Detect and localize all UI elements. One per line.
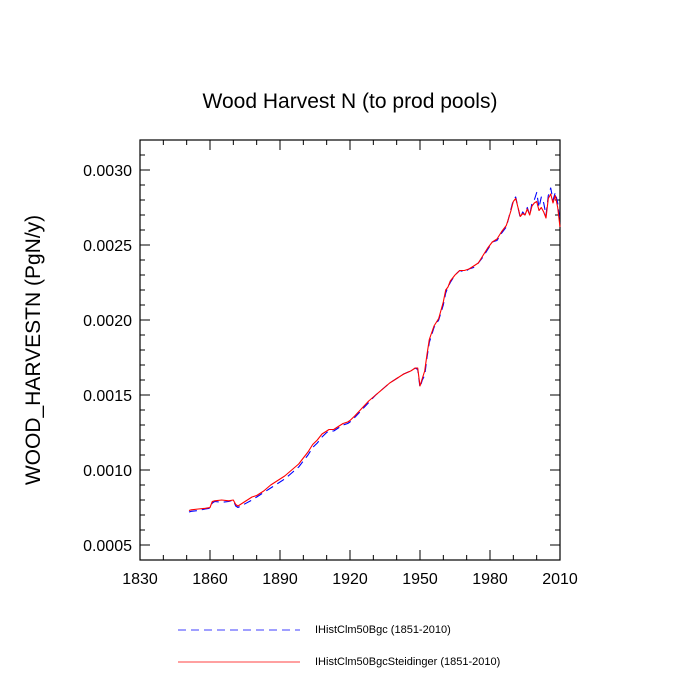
x-tick-label: 1860	[192, 571, 228, 588]
plot-frame	[139, 139, 561, 561]
x-tick-label: 2010	[542, 571, 578, 588]
y-tick-label: 0.0015	[83, 388, 132, 405]
legend-label-0: IHistClm50Bgc (1851-2010)	[315, 624, 451, 636]
y-tick-label: 0.0005	[83, 538, 132, 555]
x-tick-label: 1890	[262, 571, 298, 588]
x-tick-label: 1950	[402, 571, 438, 588]
y-axis-label: WOOD_HARVESTN (PgN/y)	[22, 215, 45, 485]
legend: IHistClm50Bgc (1851-2010) IHistClm50BgcSt…	[178, 624, 500, 668]
legend-label-1: IHistClm50BgcSteidinger (1851-2010)	[315, 656, 500, 668]
axes: 1830 1860 1890 1920 1950 1980 2010 0.0005 0.0010…	[83, 139, 578, 588]
series-lines	[188, 187, 561, 513]
y-tick-label: 0.0030	[83, 163, 132, 180]
x-tick-label: 1920	[332, 571, 368, 588]
x-tick-label: 1830	[122, 571, 158, 588]
series-line-0	[188, 187, 561, 513]
x-tick-label: 1980	[472, 571, 508, 588]
y-tick-label: 0.0010	[83, 463, 132, 480]
y-tick-label: 0.0025	[83, 238, 132, 255]
chart-title: Wood Harvest N (to prod pools)	[203, 90, 498, 113]
series-line-1	[188, 193, 561, 512]
y-tick-label: 0.0020	[83, 313, 132, 330]
